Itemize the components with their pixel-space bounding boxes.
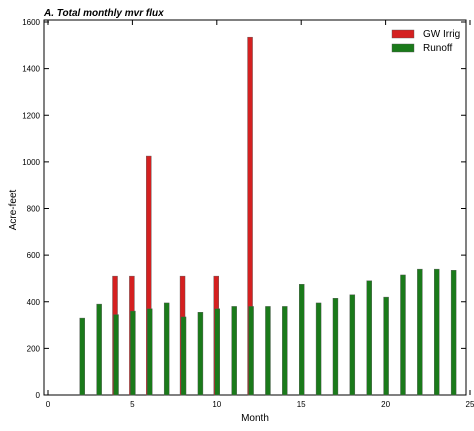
bar-runoff (332, 298, 339, 396)
bar-runoff (214, 308, 221, 396)
bar-runoff (197, 312, 204, 396)
bar-runoff (248, 306, 254, 396)
legend-label: Runoff (423, 43, 453, 54)
plot-frame (43, 19, 467, 396)
bar-runoff (163, 302, 170, 396)
bar-runoff (231, 306, 237, 396)
bars (79, 36, 457, 396)
chart-title: A. Total monthly mvr flux (43, 8, 164, 19)
y-tick-label: 1200 (22, 111, 40, 120)
bar-runoff (434, 268, 440, 396)
x-axis-title: Month (241, 413, 269, 424)
y-tick-label: 400 (27, 298, 41, 307)
bar-runoff (299, 284, 305, 396)
y-tick-label: 1600 (22, 18, 40, 27)
bar-runoff (130, 310, 136, 396)
x-tick-label: 15 (297, 400, 306, 409)
legend: GW Irrig Runoff (391, 29, 460, 54)
y-axis: 0 200 400 600 800 1000 1200 1400 1600 (22, 18, 466, 400)
legend-label: GW Irrig (423, 29, 460, 40)
bar-runoff (383, 296, 389, 396)
bar-runoff (180, 316, 187, 396)
x-tick-label: 20 (381, 400, 390, 409)
bar-runoff (349, 294, 356, 396)
y-tick-label: 800 (27, 205, 41, 214)
bar-runoff (366, 280, 372, 396)
bar-runoff (282, 306, 288, 396)
x-tick-label: 10 (212, 400, 221, 409)
y-tick-label: 600 (27, 251, 41, 260)
bar-runoff (315, 302, 322, 396)
legend-swatch (391, 29, 415, 39)
bar-runoff (417, 268, 423, 396)
y-axis-title: Acre-feet (8, 189, 19, 230)
legend-swatch (391, 43, 415, 53)
plot-area (43, 19, 467, 396)
bar-runoff (265, 306, 271, 396)
bar-runoff (113, 314, 119, 396)
bar-runoff (96, 303, 102, 396)
y-tick-label: 0 (36, 391, 41, 400)
x-tick-label: 0 (46, 400, 51, 409)
x-tick-label: 5 (130, 400, 135, 409)
y-tick-label: 1000 (22, 158, 40, 167)
y-tick-label: 200 (27, 344, 41, 353)
bar-runoff (79, 317, 85, 396)
y-tick-label: 1400 (22, 65, 40, 74)
bar-runoff (147, 308, 153, 396)
x-axis: 0 5 10 15 20 25 (46, 20, 474, 409)
bar-runoff (450, 270, 457, 396)
bar-runoff (400, 274, 406, 396)
x-tick-label: 25 (466, 400, 474, 409)
